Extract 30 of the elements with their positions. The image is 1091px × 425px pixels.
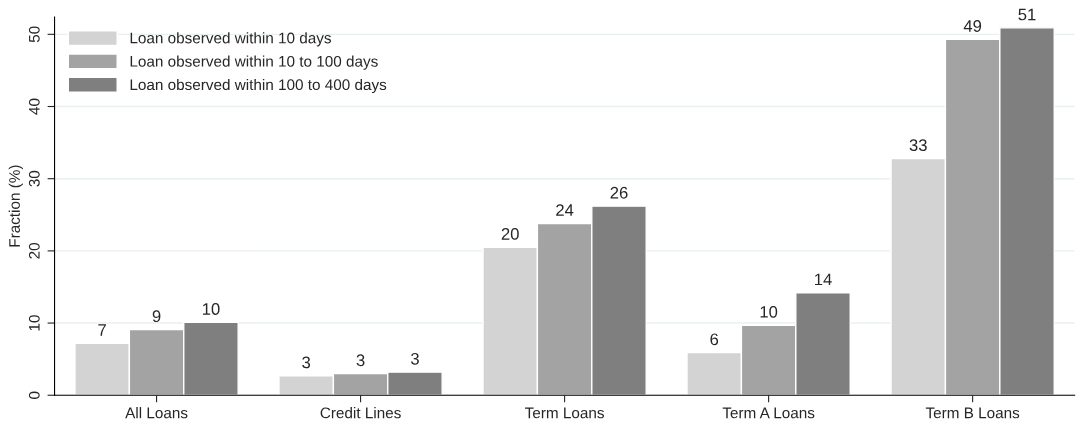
data-label: 33 (909, 139, 927, 152)
x-tick-label: Credit Lines (320, 407, 401, 419)
y-tick-label: 40 (28, 98, 40, 115)
data-label: 49 (963, 20, 982, 32)
y-tick-label: 50 (28, 26, 40, 43)
y-tick-label: 30 (28, 170, 40, 187)
legend-label: Loan observed within 100 to 400 days (130, 78, 387, 94)
x-tick-label: Term B Loans (925, 407, 1020, 419)
data-label: 10 (202, 303, 220, 315)
data-label: 26 (610, 186, 628, 199)
x-tick-label: Term A Loans (722, 407, 815, 419)
data-label: 7 (98, 324, 106, 336)
y-axis-title: Fraction (%) (8, 165, 23, 247)
y-tick-label: 10 (28, 315, 40, 331)
data-label: 3 (302, 356, 311, 369)
data-label: 20 (501, 228, 519, 240)
legend-label: Loan observed within 10 to 100 days (130, 55, 378, 70)
data-label: 51 (1018, 8, 1036, 21)
data-label: 3 (410, 352, 419, 365)
data-label: 9 (152, 310, 161, 323)
data-label: 10 (760, 305, 778, 318)
data-label: 3 (356, 354, 365, 367)
legend-label: Loan observed within 10 days (130, 32, 331, 47)
data-label: 24 (556, 204, 574, 216)
x-tick-label: Term Loans (525, 407, 604, 419)
y-tick-label: 20 (28, 242, 40, 259)
data-label: 6 (710, 333, 719, 346)
x-tick-label: All Loans (125, 407, 188, 419)
data-label: 14 (815, 273, 832, 286)
y-tick-label: 0 (28, 391, 40, 399)
